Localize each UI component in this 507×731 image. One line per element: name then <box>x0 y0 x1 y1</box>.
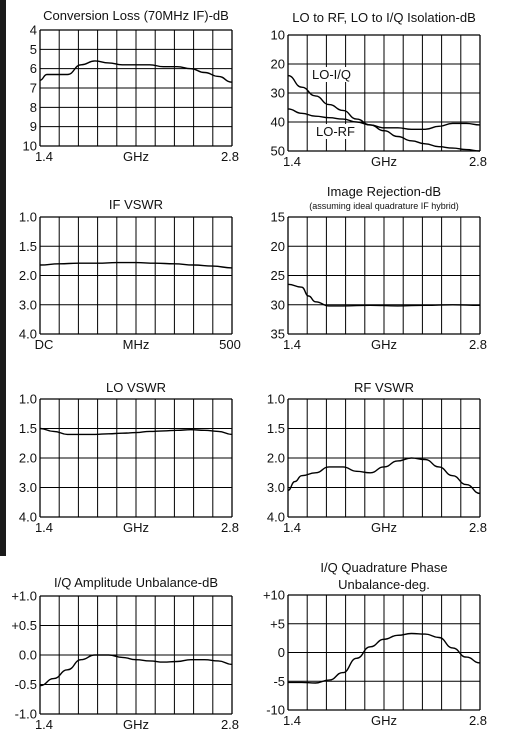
y-tick-label: 2.0 <box>267 451 285 466</box>
x-tick-label: GHz <box>371 154 397 169</box>
y-tick-label: 5 <box>30 42 37 57</box>
y-tick-label: -0.5 <box>15 677 37 692</box>
y-tick-label: 10 <box>23 139 37 154</box>
y-tick-label: 1.0 <box>267 392 285 407</box>
chart-title: Image Rejection-dB <box>327 184 441 199</box>
x-tick-label: GHz <box>371 520 397 535</box>
chart-panel: Image Rejection-dB (assuming ideal quadra… <box>271 184 488 352</box>
y-tick-label: +10 <box>263 588 285 603</box>
y-tick-label: 1.5 <box>19 239 37 254</box>
chart-panel: I/Q Amplitude Unbalance-dB +1.0 +0.5 0.0 -0.… <box>11 575 239 731</box>
y-tick-label: 0.0 <box>19 648 37 663</box>
x-tick-label: 2.8 <box>469 337 487 352</box>
y-tick-label: 9 <box>30 119 37 134</box>
y-tick-label: -10 <box>266 703 285 718</box>
y-tick-label: +1.0 <box>11 589 37 604</box>
x-tick-label: GHz <box>371 713 397 728</box>
y-tick-label: 4 <box>30 23 37 38</box>
x-tick-label: 1.4 <box>283 154 301 169</box>
chart-title: LO VSWR <box>106 380 166 395</box>
x-tick-label: 1.4 <box>283 713 301 728</box>
x-tick-label: 1.4 <box>283 520 301 535</box>
chart-title: I/Q Amplitude Unbalance-dB <box>54 575 218 590</box>
series-line <box>287 108 481 130</box>
y-tick-label: 40 <box>271 115 285 130</box>
chart-title: LO to RF, LO to I/Q Isolation-dB <box>292 10 476 25</box>
y-tick-label: 8 <box>30 100 37 115</box>
y-tick-label: -5 <box>273 674 285 689</box>
y-tick-label: 4.0 <box>19 327 37 342</box>
y-tick-label: 15 <box>271 210 285 225</box>
y-tick-label: 1.5 <box>267 421 285 436</box>
y-tick-label: +0.5 <box>11 618 37 633</box>
chart-panel: LO to RF, LO to I/Q Isolation-dB 10 20 30 40… <box>271 10 488 169</box>
y-tick-label: 3.0 <box>19 480 37 495</box>
chart-panel: Conversion Loss (70MHz IF)-dB 4 5 6 7 8 9 101.4… <box>23 8 240 164</box>
y-tick-label: 35 <box>271 327 285 342</box>
series-annotation: LO-RF <box>316 124 355 139</box>
series-line <box>39 427 233 436</box>
page-edge-bar <box>0 0 6 556</box>
y-tick-label: 10 <box>271 28 285 43</box>
annotation-background <box>310 67 362 82</box>
series-line <box>39 60 233 83</box>
y-tick-label: 1.0 <box>19 392 37 407</box>
x-tick-label: 2.8 <box>221 717 239 731</box>
chart-panel: LO VSWR 1.0 1.5 2.0 3.0 4.01.4 GHz 2.8 <box>19 380 239 535</box>
x-tick-label: 1.4 <box>35 520 53 535</box>
x-tick-label: 2.8 <box>469 713 487 728</box>
series-line <box>39 261 233 269</box>
y-tick-label: 2.0 <box>19 451 37 466</box>
x-tick-label: 2.8 <box>221 149 239 164</box>
series-line <box>39 654 233 687</box>
x-tick-label: GHz <box>123 717 149 731</box>
y-tick-label: 30 <box>271 86 285 101</box>
y-tick-label: 3.0 <box>267 480 285 495</box>
x-tick-label: DC <box>35 337 54 352</box>
chart-title: RF VSWR <box>354 380 414 395</box>
y-tick-label: 25 <box>271 268 285 283</box>
chart-title: I/Q Quadrature Phase <box>320 560 447 575</box>
y-tick-label: -1.0 <box>15 707 37 722</box>
chart-panel: IF VSWR 1.0 1.5 2.0 3.0 4.0DC MHz 500 <box>19 197 241 352</box>
x-tick-label: MHz <box>123 337 150 352</box>
y-tick-label: 20 <box>271 239 285 254</box>
y-tick-label: 4.0 <box>19 510 37 525</box>
chart-title: Conversion Loss (70MHz IF)-dB <box>43 8 229 23</box>
y-tick-label: 3.0 <box>19 297 37 312</box>
y-tick-label: 30 <box>271 297 285 312</box>
y-tick-label: 2.0 <box>19 268 37 283</box>
series-annotation: LO-I/Q <box>312 67 351 82</box>
annotation-background <box>314 124 358 139</box>
x-tick-label: 1.4 <box>283 337 301 352</box>
x-tick-label: 2.8 <box>469 520 487 535</box>
x-tick-label: 2.8 <box>469 154 487 169</box>
y-tick-label: 4.0 <box>267 510 285 525</box>
y-tick-label: 1.5 <box>19 421 37 436</box>
x-tick-label: 1.4 <box>35 717 53 731</box>
x-tick-label: 1.4 <box>35 149 53 164</box>
series-line <box>288 632 481 684</box>
x-tick-label: 2.8 <box>221 520 239 535</box>
x-tick-label: GHz <box>123 149 149 164</box>
x-tick-label: GHz <box>371 337 397 352</box>
chart-subtitle: Unbalance-deg. <box>338 577 430 592</box>
y-tick-label: 50 <box>271 144 285 159</box>
x-tick-label: GHz <box>123 520 149 535</box>
y-tick-label: 0 <box>278 645 285 660</box>
series-line <box>287 74 481 152</box>
chart-subtitle: (assuming ideal quadrature IF hybrid) <box>309 201 459 211</box>
chart-title: IF VSWR <box>109 197 163 212</box>
y-tick-label: 1.0 <box>19 210 37 225</box>
series-line <box>287 283 481 307</box>
series-line <box>287 457 481 495</box>
y-tick-label: +5 <box>270 616 285 631</box>
chart-panel: RF VSWR 1.0 1.5 2.0 3.0 4.01.4 GHz 2.8 <box>267 380 487 535</box>
chart-panel: I/Q Quadrature Phase Unbalance-deg. +10 +5 0… <box>263 560 487 728</box>
x-tick-label: 500 <box>219 337 241 352</box>
y-tick-label: 7 <box>30 81 37 96</box>
y-tick-label: 20 <box>271 57 285 72</box>
y-tick-label: 6 <box>30 61 37 76</box>
